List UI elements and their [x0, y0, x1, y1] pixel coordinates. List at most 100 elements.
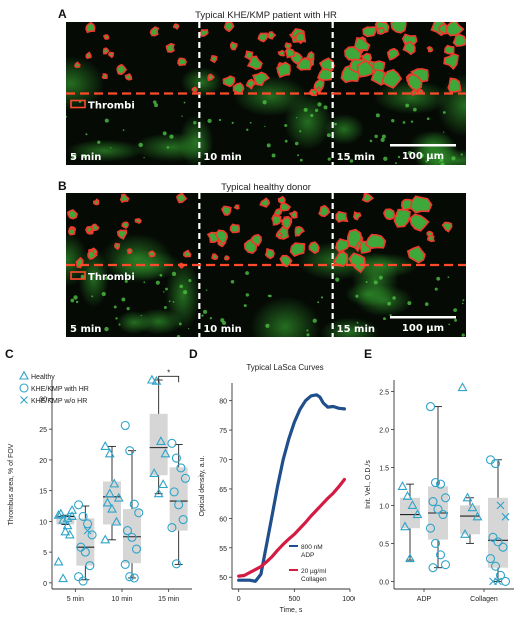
y-tick-label: 15 — [39, 489, 47, 496]
khe-nohr-marker — [83, 526, 92, 535]
platelet-speck — [163, 305, 167, 309]
thrombus — [85, 22, 96, 34]
thrombus — [273, 208, 283, 217]
series-line — [237, 477, 346, 578]
platelet-speck — [326, 133, 331, 138]
box — [103, 481, 121, 525]
platelet-speck — [391, 118, 395, 123]
healthy-marker — [58, 573, 69, 583]
scale-bar — [390, 316, 456, 319]
platelet-speck — [75, 300, 79, 304]
thrombus — [364, 233, 387, 250]
thrombus — [259, 197, 271, 208]
thrombus — [308, 241, 320, 255]
platelet-speck — [389, 314, 392, 317]
thrombus — [93, 198, 100, 206]
platelet-speck — [246, 128, 249, 132]
platelet-speck — [294, 141, 299, 146]
platelet-speck — [454, 318, 458, 322]
platelet-speck — [218, 118, 222, 122]
thrombus — [148, 250, 156, 258]
khe-hr-marker — [122, 526, 133, 536]
thrombus — [452, 33, 466, 47]
y-tick-label: 2.0 — [379, 427, 389, 434]
legend-label: ADP — [301, 552, 314, 559]
healthy-marker — [55, 508, 66, 518]
platelet-speck — [193, 121, 197, 125]
khe-hr-marker — [76, 542, 86, 552]
platelet-speck — [143, 157, 145, 159]
panel-b-micrograph: Thrombi 5 min 10 min 15 min 100 µm — [66, 193, 466, 337]
platelet-speck — [262, 100, 267, 105]
thrombus — [183, 249, 192, 258]
thrombus — [356, 60, 375, 78]
platelet-speck — [439, 157, 444, 162]
khe-hr-marker — [167, 438, 177, 448]
y-tick-label: 1.0 — [379, 503, 389, 510]
khe-hr-marker — [180, 473, 190, 483]
khe-hr-marker — [178, 514, 188, 525]
platelet-speck — [412, 107, 417, 112]
khe-hr-marker — [430, 538, 441, 548]
thrombus — [199, 29, 209, 37]
platelet-speck — [70, 298, 75, 303]
healthy-marker — [397, 481, 408, 490]
platelet-speck — [188, 279, 192, 283]
platelet-speck — [209, 317, 213, 320]
platelet-speck — [383, 156, 388, 161]
thrombus — [406, 73, 423, 92]
thrombus — [229, 41, 238, 51]
legend-label: KHE/KMP w/o HR — [31, 398, 87, 405]
platelet-speck — [176, 334, 181, 337]
micrograph-canvas: Thrombi 5 min 10 min 15 min 100 µm — [66, 193, 466, 337]
y-tick-label: 20 — [39, 458, 47, 465]
y-tick-label: 80 — [219, 399, 227, 406]
thrombus — [334, 238, 351, 253]
platelet-speck — [443, 131, 445, 133]
platelet-speck — [110, 147, 112, 149]
platelet-speck — [320, 296, 324, 299]
x-tick-label: 5 min — [67, 596, 84, 603]
thrombus — [257, 32, 269, 43]
platelet-speck — [105, 276, 109, 281]
platelet-speck — [179, 284, 184, 289]
platelet-speck — [402, 121, 406, 124]
box — [460, 505, 480, 535]
x-tick-label: 0 — [237, 596, 241, 603]
significance-bracket — [158, 375, 180, 383]
platelet-speck — [201, 314, 204, 317]
y-tick-label: 2.5 — [379, 389, 389, 396]
platelet-speck — [85, 133, 88, 136]
thrombus — [149, 26, 160, 37]
thrombus — [245, 78, 257, 90]
thrombus — [375, 26, 385, 35]
thrombus — [74, 61, 81, 69]
healthy-marker — [53, 509, 64, 519]
healthy-marker — [104, 448, 115, 458]
thrombus — [275, 231, 284, 239]
platelet-speck — [355, 294, 359, 298]
y-tick-label: 10 — [39, 519, 47, 526]
healthy-marker — [457, 382, 468, 392]
thrombi-legend-swatch — [70, 99, 86, 109]
thrombus — [223, 22, 235, 33]
khe-hr-marker — [425, 402, 436, 412]
thrombus — [390, 22, 407, 34]
khe-hr-marker — [433, 504, 443, 514]
platelet-speck — [448, 323, 451, 326]
healthy-marker — [67, 511, 78, 521]
platelet-speck — [383, 317, 386, 321]
legend-label: Healthy — [31, 374, 55, 381]
platelet-speck — [461, 302, 464, 305]
thrombus — [410, 195, 433, 214]
healthy-marker — [400, 521, 410, 531]
background-glow — [355, 284, 413, 317]
thrombus — [426, 46, 434, 53]
y-tick-label: 70 — [219, 458, 227, 465]
thrombus — [280, 216, 292, 230]
thrombus — [426, 230, 434, 237]
thrombus — [116, 63, 128, 76]
platelet-speck — [460, 153, 463, 156]
platelet-speck — [327, 157, 331, 161]
thrombus — [191, 86, 198, 93]
